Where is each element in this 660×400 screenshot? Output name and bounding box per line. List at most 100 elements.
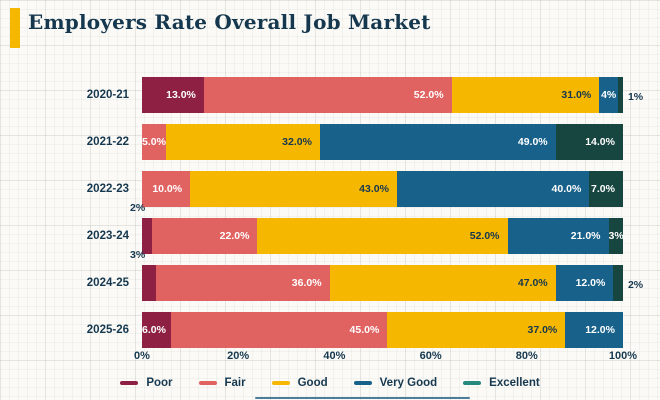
category-label: 2023-24 [86, 230, 129, 242]
segment-value-label: 2% [130, 202, 146, 214]
segment-value-label: 45.0% [349, 323, 380, 336]
bar-row-2021-22: 2021-22 5.0% 32.0% 49.0% 14.0% [0, 124, 660, 160]
category-label: 2022-23 [86, 183, 129, 195]
legend-item-very-good[interactable]: Very Good [353, 377, 438, 389]
legend-label: Excellent [489, 377, 540, 389]
segment-value-label: 3% [608, 229, 623, 242]
segment-value-label: 4% [601, 88, 617, 101]
legend-dash-icon [120, 381, 139, 385]
legend-label: Fair [224, 377, 246, 389]
segment-good[interactable]: 47.0% [329, 265, 556, 301]
segment-fair[interactable]: 22.0% [151, 218, 258, 254]
segment-value-label: 12.0% [575, 276, 606, 289]
x-axis-tick: 40% [323, 350, 346, 362]
segment-fair[interactable]: 10.0% [142, 171, 191, 207]
segment-value-label: 22.0% [219, 229, 250, 242]
segment-poor[interactable]: 3% [130, 250, 157, 301]
category-label: 2020-21 [86, 89, 129, 101]
legend-label: Good [297, 377, 328, 389]
segment-fair[interactable]: 5.0% [142, 124, 167, 160]
segment-value-label: 40.0% [551, 182, 582, 195]
x-axis-tick: 80% [515, 350, 538, 362]
title-accent-bar [10, 8, 20, 48]
segment-value-label: 12.0% [585, 323, 615, 336]
bar-row-2020-21: 2020-21 13.0% 52.0% 31.0% 4% 1% [0, 77, 660, 113]
segment-excellent[interactable]: 14.0% [555, 124, 623, 160]
legend-label: Poor [146, 377, 173, 389]
scrollbar-thumb[interactable] [255, 397, 470, 399]
segment-very-good[interactable]: 12.0% [565, 312, 623, 348]
legend-item-excellent[interactable]: Excellent [463, 377, 540, 389]
segment-value-label: 1% [627, 90, 644, 103]
bar-stack: 6.0% 45.0% 37.0% 12.0% [142, 312, 623, 348]
segment-value-label: 31.0% [561, 88, 592, 101]
segment-value-label: 52.0% [413, 88, 444, 101]
segment-excellent[interactable]: 1% [618, 77, 643, 113]
bar-row-2025-26: 2025-26 6.0% 45.0% 37.0% 12.0% [0, 312, 660, 348]
segment-value-label: 3% [130, 249, 146, 261]
segment-poor[interactable]: 2% [130, 203, 152, 254]
segment-value-label: 47.0% [517, 276, 548, 289]
segment-value-label: 5.0% [142, 135, 166, 148]
segment-excellent[interactable]: 7.0% [589, 171, 623, 207]
bar-stack: 2% 22.0% 52.0% 21.0% 3% [130, 203, 623, 254]
x-axis: 0% 20% 40% 60% 80% 100% [134, 350, 637, 364]
segment-very-good[interactable]: 4% [599, 77, 619, 113]
segment-good[interactable]: 43.0% [190, 171, 397, 207]
bar-stack: 10.0% 43.0% 40.0% 7.0% [142, 171, 623, 207]
legend-item-fair[interactable]: Fair [198, 377, 246, 389]
segment-poor[interactable]: 6.0% [142, 312, 171, 348]
bar-stack: 3% 36.0% 47.0% 12.0% 2% [130, 250, 643, 301]
segment-value-label: 2% [627, 278, 644, 291]
legend-label: Very Good [379, 377, 438, 389]
segment-very-good[interactable]: 49.0% [319, 124, 556, 160]
segment-good[interactable]: 37.0% [387, 312, 566, 348]
segment-value-label: 36.0% [291, 276, 322, 289]
segment-value-label: 49.0% [517, 135, 548, 148]
segment-poor[interactable]: 13.0% [142, 77, 204, 113]
x-axis-tick: 20% [227, 350, 250, 362]
legend-item-poor[interactable]: Poor [120, 377, 173, 389]
bar-stack: 13.0% 52.0% 31.0% 4% 1% [142, 77, 643, 113]
x-axis-tick: 0% [134, 350, 150, 362]
segment-excellent[interactable]: 3% [608, 218, 623, 254]
segment-value-label: 6.0% [142, 323, 166, 336]
segment-value-label: 14.0% [585, 135, 615, 148]
segment-good[interactable]: 31.0% [451, 77, 600, 113]
bar-rows: 2020-21 13.0% 52.0% 31.0% 4% 1% 2021-22 5.0% 32.… [0, 77, 660, 359]
legend-dash-icon [198, 381, 217, 385]
bar-stack: 5.0% 32.0% 49.0% 14.0% [142, 124, 623, 160]
segment-excellent[interactable]: 2% [613, 265, 643, 301]
segment-good[interactable]: 52.0% [257, 218, 508, 254]
x-axis-tick: 60% [419, 350, 442, 362]
chart-title: Employers Rate Overall Job Market [28, 10, 431, 34]
segment-good[interactable]: 32.0% [166, 124, 320, 160]
category-label: 2025-26 [86, 324, 129, 336]
segment-fair[interactable]: 36.0% [156, 265, 330, 301]
x-axis-tick: 100% [608, 350, 638, 362]
segment-fair[interactable]: 45.0% [170, 312, 388, 348]
segment-value-label: 43.0% [359, 182, 389, 195]
segment-value-label: 13.0% [166, 88, 196, 101]
segment-value-label: 10.0% [152, 182, 183, 195]
legend-dash-icon [271, 381, 290, 385]
segment-very-good[interactable]: 40.0% [396, 171, 590, 207]
segment-very-good[interactable]: 21.0% [507, 218, 609, 254]
category-label: 2021-22 [86, 136, 129, 148]
bar-row-2023-24: 2023-24 2% 22.0% 52.0% 21.0% 3% [0, 203, 660, 254]
segment-value-label: 52.0% [469, 229, 500, 242]
segment-value-label: 21.0% [570, 229, 601, 242]
legend: Poor Fair Good Very Good Excellent [0, 377, 660, 389]
segment-value-label: 37.0% [527, 323, 558, 336]
segment-fair[interactable]: 52.0% [203, 77, 452, 113]
segment-value-label: 32.0% [282, 135, 312, 148]
segment-very-good[interactable]: 12.0% [555, 265, 614, 301]
legend-dash-icon [353, 381, 372, 385]
legend-item-good[interactable]: Good [271, 377, 328, 389]
bar-row-2024-25: 2024-25 3% 36.0% 47.0% 12.0% 2% [0, 250, 660, 301]
category-label: 2024-25 [86, 277, 129, 289]
legend-dash-icon [463, 381, 482, 385]
bar-row-2022-23: 2022-23 10.0% 43.0% 40.0% 7.0% [0, 171, 660, 207]
title-block: Employers Rate Overall Job Market [10, 8, 431, 48]
